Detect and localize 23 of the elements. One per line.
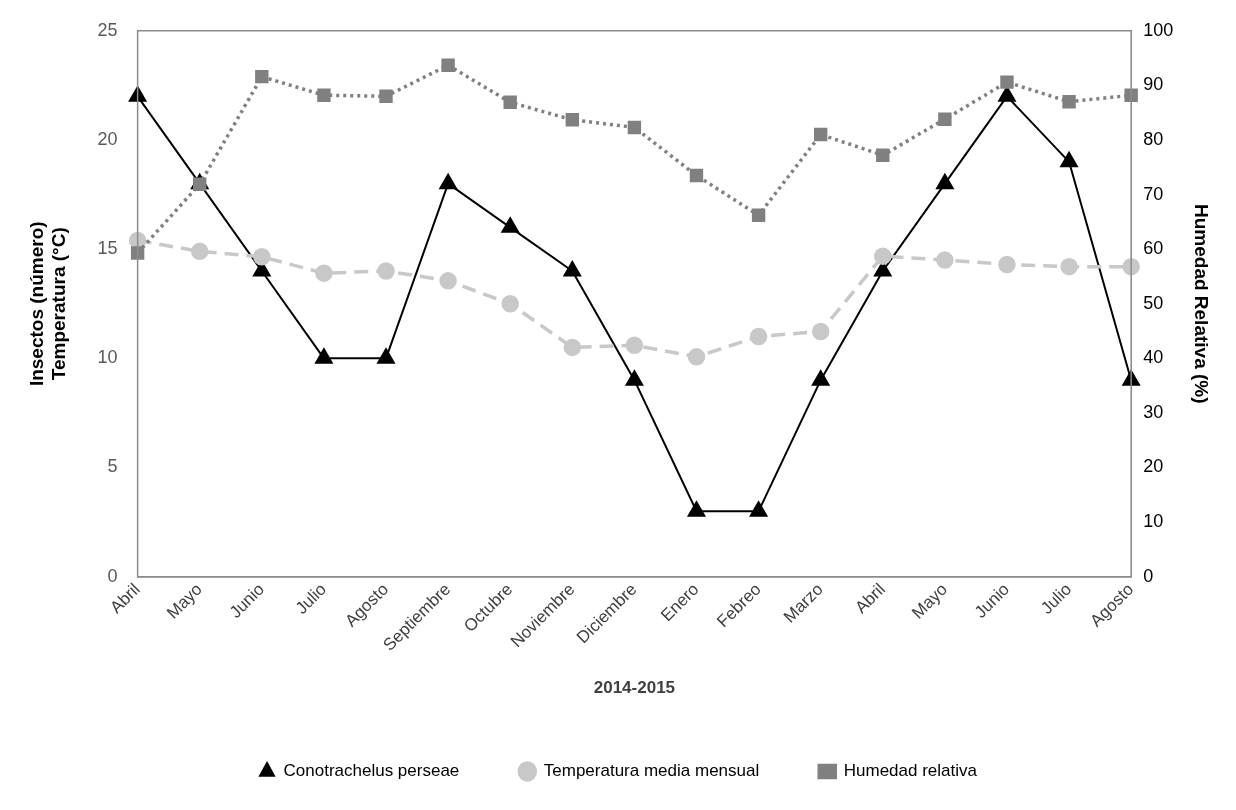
legend-label: Temperatura media mensual: [543, 761, 760, 781]
x-axis-title: 2014-2015: [593, 678, 676, 698]
y2-tick-label: 0: [1143, 565, 1154, 586]
y-tick-label: 5: [107, 456, 118, 477]
legend-label: Conotrachelus perseae: [283, 761, 460, 781]
y-tick-label: 15: [97, 238, 118, 259]
y2-tick-label: 20: [1143, 456, 1164, 477]
y-axis-title: Insectos (número) Temperatura (°C): [25, 221, 70, 387]
y-tick-label: 10: [97, 347, 118, 368]
legend-label: Humedad relativa: [843, 761, 978, 781]
y2-tick-label: 40: [1143, 347, 1164, 368]
y-tick-label: 20: [97, 128, 118, 149]
y2-tick-label: 90: [1143, 74, 1164, 95]
y2-tick-label: 100: [1143, 19, 1174, 40]
y2-tick-label: 50: [1143, 292, 1164, 313]
y-tick-label: 25: [97, 19, 118, 40]
y2-tick-label: 80: [1143, 128, 1164, 149]
y2-tick-label: 60: [1143, 238, 1164, 259]
y-tick-label: 0: [107, 565, 118, 586]
y2-tick-label: 70: [1143, 183, 1164, 204]
y2-axis-title: Humedad Relativa (%): [1191, 203, 1213, 404]
y2-tick-label: 30: [1143, 401, 1164, 422]
y2-tick-label: 10: [1143, 511, 1164, 532]
